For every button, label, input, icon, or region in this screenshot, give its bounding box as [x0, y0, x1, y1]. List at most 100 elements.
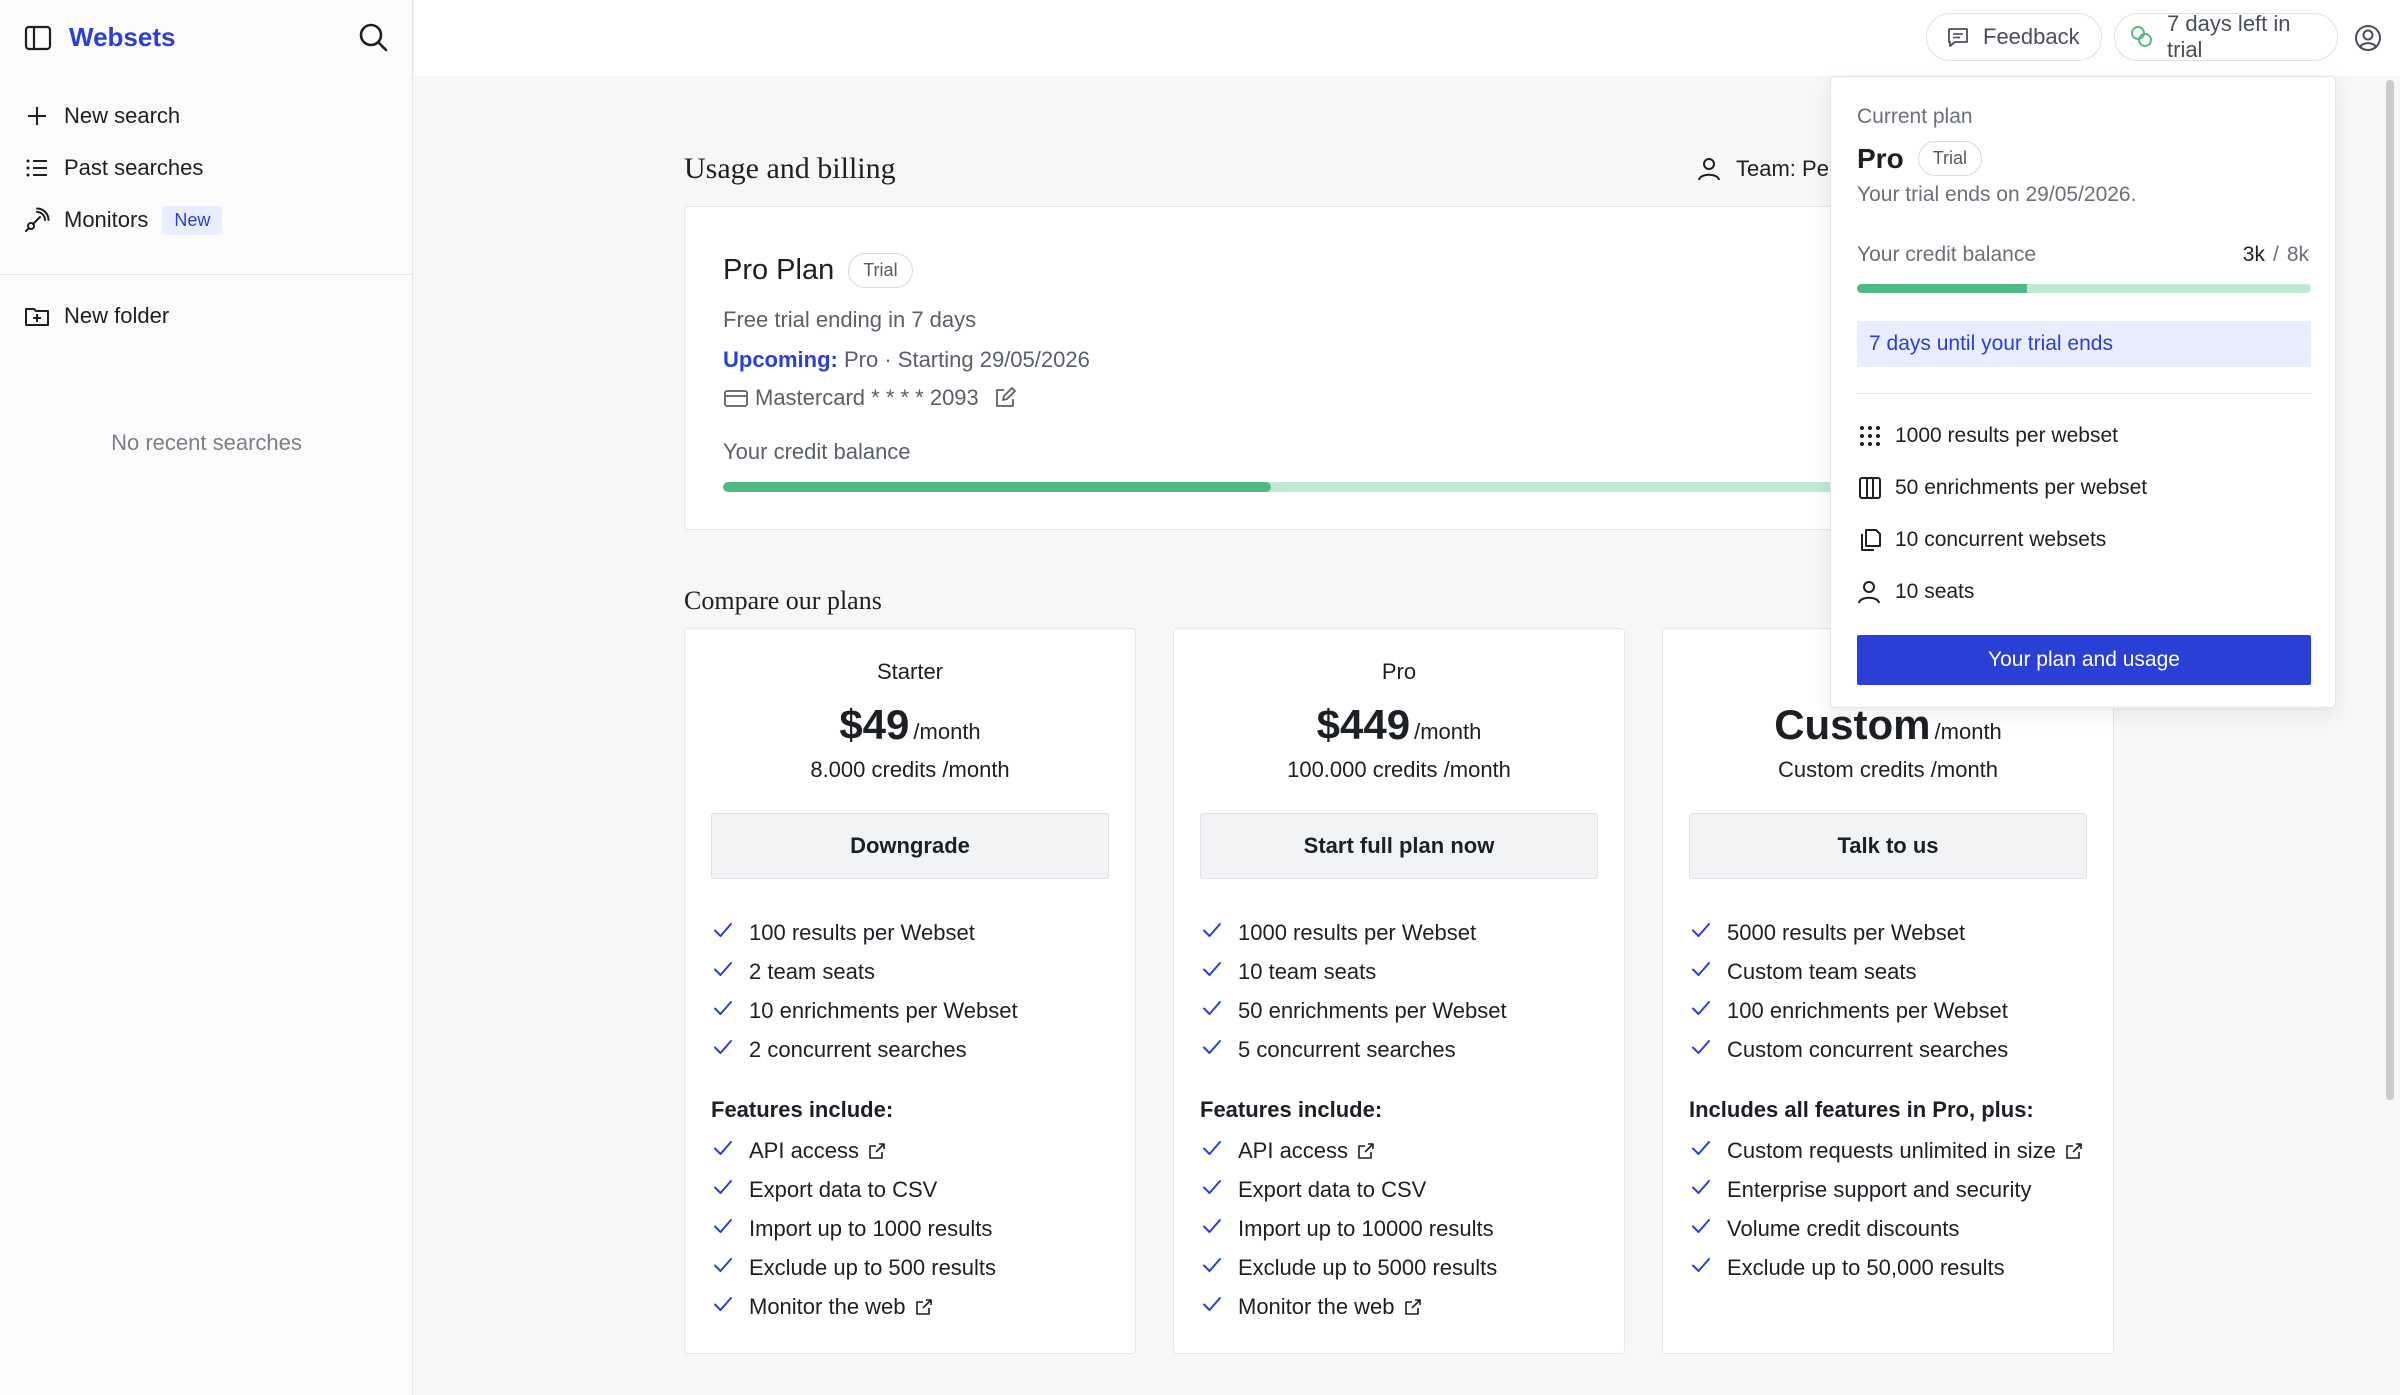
feature-text: API access	[749, 1137, 860, 1163]
trial-notice: 7 days until your trial ends	[1857, 321, 2311, 367]
plan-action-button[interactable]: Start full plan now	[1200, 813, 1598, 879]
limit-text: 10 team seats	[1238, 958, 1377, 984]
topbar	[414, 0, 2400, 76]
nav-monitors[interactable]: Monitors New	[22, 200, 223, 240]
nav-new-search[interactable]: New search	[22, 96, 180, 136]
columns-icon	[1857, 475, 1883, 501]
plan-action-button[interactable]: Downgrade	[711, 813, 1109, 879]
chat-icon	[1945, 24, 1971, 50]
trial-tag: Trial	[848, 253, 913, 288]
features-heading: Features include:	[1200, 1097, 1383, 1122]
limit-text: 2 concurrent searches	[749, 1036, 967, 1062]
check-icon	[711, 1035, 749, 1065]
nav-label: New folder	[64, 303, 170, 328]
check-icon	[1689, 918, 1727, 948]
plan-feature: API access	[1200, 1131, 1497, 1170]
upcoming-label: Upcoming:	[723, 347, 838, 372]
external-link-icon[interactable]	[2064, 1141, 2084, 1161]
feature-text: Custom requests unlimited in size	[1727, 1137, 2056, 1163]
team-selector[interactable]: Team: Personal	[1696, 155, 1832, 183]
check-icon	[1200, 1253, 1238, 1283]
check-icon	[1200, 1035, 1238, 1065]
plan-name: Starter	[876, 659, 944, 684]
upcoming-plan: Upcoming: Pro · Starting 29/05/2026	[723, 347, 1090, 373]
check-icon	[1200, 1136, 1238, 1166]
current-plan-label: Current plan	[1857, 105, 1973, 128]
plan-and-usage-button[interactable]: Your plan and usage	[1857, 635, 2311, 685]
plan-feature: Export data to CSV	[1200, 1170, 1497, 1209]
dropdown-credit-value: 3k / 8k	[2243, 243, 2309, 267]
plan-card-custom: Custom Custom/month Custom credits /mont…	[1662, 628, 2114, 1354]
feature-text: Exclude up to 500 results	[749, 1254, 997, 1280]
feature-text: Export data to CSV	[1238, 1176, 1427, 1202]
dropdown-plan-text: Pro	[1857, 142, 1904, 174]
plan-name: Pro	[1381, 659, 1417, 684]
feedback-button[interactable]: Feedback	[1926, 13, 2102, 61]
nav-label: Monitors	[64, 207, 149, 232]
plan-card-pro: Pro $449/month 100.000 credits /month St…	[1173, 628, 1625, 1354]
list-icon	[22, 153, 52, 183]
nav-past-searches[interactable]: Past searches	[22, 148, 203, 188]
external-link-icon[interactable]	[1356, 1141, 1376, 1161]
plan-dropdown: Current plan Pro Trial Your trial ends o…	[1830, 76, 2336, 708]
trial-button[interactable]: 7 days left in trial	[2114, 11, 2338, 62]
check-icon	[1689, 1175, 1727, 1205]
plan-limit: Custom concurrent searches	[1689, 1030, 2008, 1069]
plan-limit: Custom team seats	[1689, 952, 2008, 991]
edit-icon[interactable]	[993, 386, 1017, 410]
grid-dots-icon	[1857, 423, 1883, 449]
dropdown-feature-text: 50 enrichments per webset	[1895, 476, 2148, 499]
scrollbar[interactable]	[2386, 80, 2394, 1100]
current-plan-name: Pro Plan Trial	[723, 253, 913, 288]
feature-text: Volume credit discounts	[1727, 1215, 1960, 1241]
free-trial-text: Free trial ending in 7 days	[723, 307, 977, 332]
plan-action-button[interactable]: Talk to us	[1689, 813, 2087, 879]
feature-text: API access	[1238, 1137, 1349, 1163]
user-icon	[1696, 155, 1724, 183]
sidebar-toggle-icon[interactable]	[22, 22, 54, 54]
check-icon	[1689, 1253, 1727, 1283]
dropdown-plan-name: Pro Trial	[1857, 141, 1983, 176]
check-icon	[711, 1136, 749, 1166]
plan-limits: 5000 results per Webset Custom team seats…	[1689, 913, 2008, 1069]
check-icon	[1200, 957, 1238, 987]
plan-feature: Enterprise support and security	[1689, 1170, 2084, 1209]
feedback-label: Feedback	[1983, 24, 2080, 49]
check-icon	[1200, 1292, 1238, 1322]
payment-card: Mastercard * * * * 2093	[723, 385, 1017, 411]
limit-text: 1000 results per Webset	[1238, 919, 1477, 945]
brand-title[interactable]: Websets	[69, 22, 176, 52]
price-amount: $449	[1316, 701, 1411, 748]
account-icon[interactable]	[2352, 22, 2384, 54]
features-heading: Includes all features in Pro, plus:	[1689, 1097, 2034, 1122]
search-icon[interactable]	[356, 20, 390, 54]
plan-feature: Exclude up to 50,000 results	[1689, 1248, 2084, 1287]
limit-text: 5 concurrent searches	[1238, 1036, 1456, 1062]
external-link-icon[interactable]	[867, 1141, 887, 1161]
plan-limit: 5000 results per Webset	[1689, 913, 2008, 952]
check-icon	[1200, 918, 1238, 948]
external-link-icon[interactable]	[914, 1297, 934, 1317]
limit-text: 10 enrichments per Webset	[749, 997, 1018, 1023]
plan-credits: 8.000 credits /month	[810, 757, 1010, 782]
feature-text: Monitor the web	[749, 1293, 906, 1319]
copy-icon	[1857, 527, 1883, 553]
check-icon	[1200, 1214, 1238, 1244]
plan-feature: Import up to 10000 results	[1200, 1209, 1497, 1248]
plan-feature: Monitor the web	[711, 1287, 996, 1326]
dropdown-credit-bar	[1857, 284, 2311, 293]
dropdown-divider	[1857, 393, 2311, 394]
nav-new-folder[interactable]: New folder	[22, 296, 169, 336]
check-icon	[711, 1253, 749, 1283]
plan-feature: Exclude up to 5000 results	[1200, 1248, 1497, 1287]
price-amount: Custom	[1774, 701, 1931, 748]
plan-limits: 100 results per Webset 2 team seats 10 enr…	[711, 913, 1018, 1069]
team-label: Team: Personal	[1736, 156, 1832, 181]
check-icon	[1689, 1035, 1727, 1065]
feature-text: Export data to CSV	[749, 1176, 938, 1202]
plan-limit: 10 enrichments per Webset	[711, 991, 1018, 1030]
external-link-icon[interactable]	[1403, 1297, 1423, 1317]
monitor-signal-icon	[22, 205, 52, 235]
limit-text: 2 team seats	[749, 958, 875, 984]
trial-end-text: Your trial ends on 29/05/2026.	[1857, 183, 2137, 206]
